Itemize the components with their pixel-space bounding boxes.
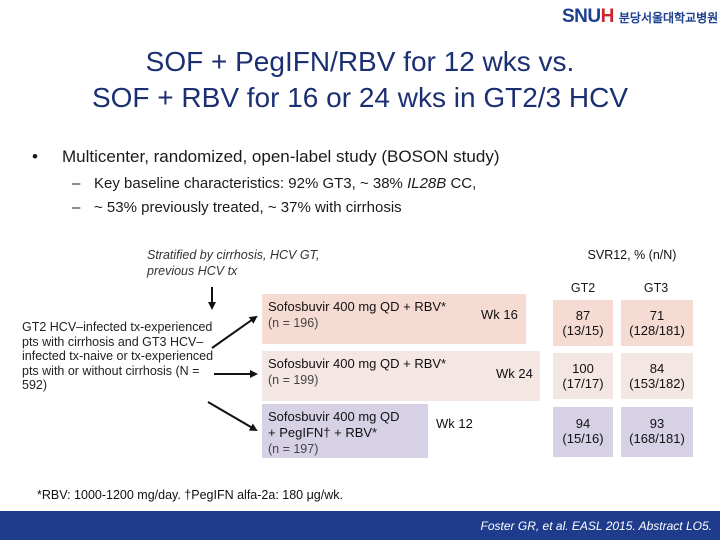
citation: Foster GR, et al. EASL 2015. Abstract LO… (480, 519, 712, 533)
svr-row-3-gt2-bg (553, 407, 613, 457)
stratification-note: Stratified by cirrhosis, HCV GT, previou… (147, 248, 320, 278)
svr-cell-gt3-wk24: 84 (153/182) (629, 361, 685, 391)
study-population: GT2 HCV–infected tx-experienced pts with… (22, 320, 214, 393)
arrow-to-arm-1 (211, 315, 258, 349)
svr-cell-gt2-wk12: 94 (15/16) (562, 416, 604, 446)
arrow-to-arm-3 (207, 401, 258, 432)
bullet-text: Multicenter, randomized, open-label stud… (62, 147, 500, 166)
arm-sof-rbv-24: Sofosbuvir 400 mg QD + RBV* (n = 199) (262, 351, 540, 401)
svr-row-1-gt3-bg (621, 300, 693, 346)
arm-duration-16: Wk 16 (481, 307, 518, 322)
slide-title: SOF + PegIFN/RBV for 12 wks vs. SOF + RB… (20, 44, 700, 116)
svr-header: SVR12, % (n/N) (587, 248, 677, 262)
svr-cell-gt2-wk16: 87 (13/15) (562, 308, 604, 338)
main-bullet: • Multicenter, randomized, open-label st… (32, 147, 499, 167)
arm-sof-rbv-16: Sofosbuvir 400 mg QD + RBV* (n = 196) (262, 294, 526, 344)
svr-cell-gt2-wk24: 100 (17/17) (562, 361, 604, 391)
arm-regimen: Sofosbuvir 400 mg QD + RBV* (268, 356, 447, 371)
logo-mark: SNUH (562, 6, 614, 27)
title-line-1: SOF + PegIFN/RBV for 12 wks vs. (145, 46, 575, 77)
sub-bullet-text: ~ 53% previously treated, ~ 37% with cir… (94, 199, 402, 216)
svr-cell-gt3-wk16: 71 (128/181) (629, 308, 685, 338)
svr-row-2-gt2-bg (553, 353, 613, 399)
sub-bullet-text: Key baseline characteristics: 92% GT3, ~… (94, 175, 477, 192)
footnote: *RBV: 1000-1200 mg/day. †PegIFN alfa-2a:… (37, 488, 343, 502)
sub-bullet-2: – ~ 53% previously treated, ~ 37% with c… (72, 199, 402, 216)
arm-duration-24: Wk 24 (496, 366, 533, 381)
arm-regimen: Sofosbuvir 400 mg QD + RBV* (268, 299, 447, 314)
svr-row-3-gt3-bg (621, 407, 693, 457)
arm-n: (n = 197) (268, 442, 319, 456)
hospital-logo: SNUH 분당서울대학교병원 (562, 6, 718, 28)
svr-cell-gt3-wk12: 93 (168/181) (629, 416, 685, 446)
bullet-symbol: • (32, 147, 38, 166)
arm-n: (n = 199) (268, 373, 319, 387)
footer-bar (0, 511, 720, 540)
dash-symbol: – (72, 199, 81, 216)
sub-bullet-1: – Key baseline characteristics: 92% GT3,… (72, 175, 476, 192)
column-gt2: GT2 (570, 281, 596, 295)
logo-text: 분당서울대학교병원 (618, 10, 719, 25)
arm-sof-pegifn-rbv-12: Sofosbuvir 400 mg QD + PegIFN† + RBV* (n… (262, 404, 428, 458)
title-line-2: SOF + RBV for 16 or 24 wks in GT2/3 HCV (91, 82, 629, 113)
arm-n: (n = 196) (268, 316, 319, 330)
arm-duration-12: Wk 12 (436, 416, 473, 431)
dash-symbol: – (72, 175, 81, 192)
column-gt3: GT3 (643, 281, 669, 295)
arm-regimen: Sofosbuvir 400 mg QD (268, 409, 400, 424)
svr-row-2-gt3-bg (621, 353, 693, 399)
arm-regimen-cont: + PegIFN† + RBV* (268, 425, 378, 440)
svr-row-1-gt2-bg (553, 300, 613, 346)
